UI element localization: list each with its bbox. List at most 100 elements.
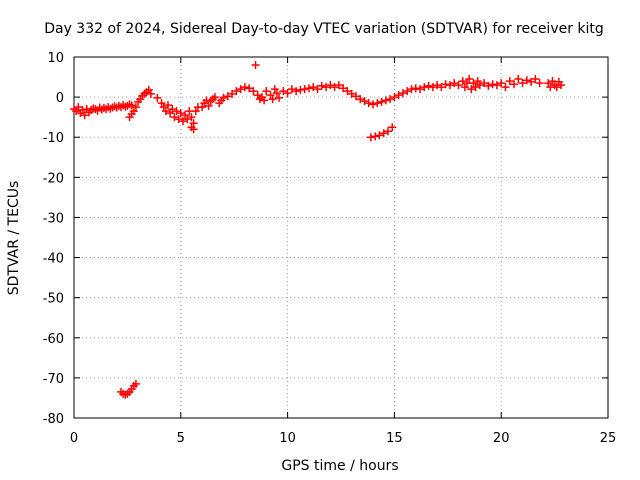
- data-point: [275, 93, 284, 102]
- data-point: [514, 75, 523, 84]
- data-point: [287, 85, 296, 94]
- data-point: [351, 92, 360, 101]
- data-point: [157, 99, 166, 108]
- data-point: [129, 107, 138, 116]
- data-point: [292, 87, 301, 96]
- data-point: [518, 79, 527, 88]
- data-point: [527, 77, 536, 86]
- data-point: [398, 89, 407, 98]
- x-axis: 0 5 10 15 20 25: [70, 57, 616, 446]
- y-axis-label: SDTVAR / TECUs: [6, 181, 22, 296]
- data-point: [296, 85, 305, 94]
- data-point: [535, 79, 544, 88]
- data-point: [420, 83, 429, 92]
- data-point: [467, 85, 476, 94]
- data-point: [360, 97, 369, 106]
- data-point: [366, 133, 375, 142]
- data-point: [428, 83, 437, 92]
- y-tick-label: -10: [43, 131, 64, 146]
- data-point: [266, 91, 275, 100]
- y-tick-label: -20: [43, 171, 64, 186]
- y-tick-label: 10: [47, 51, 64, 66]
- x-tick-label: 5: [177, 431, 185, 446]
- x-tick-label: 10: [279, 431, 296, 446]
- data-point: [330, 83, 339, 92]
- y-tick-label: -60: [43, 332, 64, 347]
- x-axis-label: GPS time / hours: [281, 458, 398, 474]
- data-point: [552, 83, 561, 92]
- data-point: [146, 89, 155, 98]
- data-point: [484, 81, 493, 90]
- data-point: [381, 96, 390, 105]
- data-point: [270, 85, 279, 94]
- data-point: [313, 85, 322, 94]
- data-point: [272, 89, 281, 98]
- data-point: [460, 83, 469, 92]
- data-point: [168, 105, 177, 114]
- y-tick-label: -40: [43, 252, 64, 267]
- data-point: [202, 96, 211, 105]
- data-point: [80, 111, 89, 120]
- data-point: [450, 79, 459, 88]
- data-point: [317, 81, 326, 90]
- data-point: [253, 91, 262, 100]
- data-point: [127, 101, 136, 110]
- chart-title: Day 332 of 2024, Sidereal Day-to-day VTE…: [44, 21, 604, 37]
- data-point: [531, 75, 540, 84]
- data-point: [74, 103, 83, 112]
- data-point: [343, 87, 352, 96]
- data-point: [548, 77, 557, 86]
- data-point: [166, 109, 175, 118]
- data-point: [153, 93, 162, 102]
- data-point: [441, 80, 450, 89]
- data-point: [454, 81, 463, 90]
- data-point: [383, 127, 392, 136]
- x-tick-label: 20: [493, 431, 510, 446]
- data-point: [377, 97, 386, 106]
- data-point: [492, 81, 501, 90]
- data-point: [159, 103, 168, 112]
- data-point: [347, 89, 356, 98]
- data-point: [356, 95, 365, 104]
- data-point: [505, 77, 514, 86]
- data-point: [268, 95, 277, 104]
- data-point: [379, 129, 388, 138]
- data-point: [416, 85, 425, 94]
- data-point: [240, 83, 249, 92]
- data-point: [131, 103, 140, 112]
- data-point: [322, 83, 331, 92]
- data-point: [471, 83, 480, 92]
- data-point: [178, 117, 187, 126]
- data-point: [204, 101, 213, 110]
- data-point: [191, 107, 200, 116]
- data-point: [183, 115, 192, 124]
- plot-frame: [73, 56, 609, 419]
- data-point: [260, 96, 269, 105]
- y-tick-label: 0: [56, 91, 64, 106]
- data-point: [144, 85, 153, 94]
- y-tick-label: -50: [43, 292, 64, 307]
- data-point: [131, 379, 140, 388]
- data-point: [373, 99, 382, 108]
- data-point: [364, 99, 373, 108]
- y-axis: 10 0 -10 -20 -30 -40 -50 -60 -70 -80: [43, 51, 608, 427]
- data-point: [544, 79, 553, 88]
- y-tick-label: -70: [43, 372, 64, 387]
- data-point: [78, 105, 87, 114]
- data-point: [386, 95, 395, 104]
- data-point: [181, 111, 190, 120]
- data-point: [223, 92, 232, 101]
- data-point: [189, 125, 198, 134]
- data-point: [228, 89, 237, 98]
- y-tick-label: -80: [43, 412, 64, 427]
- data-point: [488, 80, 497, 89]
- x-tick-label: 15: [386, 431, 403, 446]
- data-point: [309, 83, 318, 92]
- data-point: [232, 87, 241, 96]
- data-point: [369, 100, 378, 109]
- data-point: [210, 93, 219, 102]
- data-point: [388, 123, 397, 132]
- data-series-sdtvar: [70, 61, 566, 399]
